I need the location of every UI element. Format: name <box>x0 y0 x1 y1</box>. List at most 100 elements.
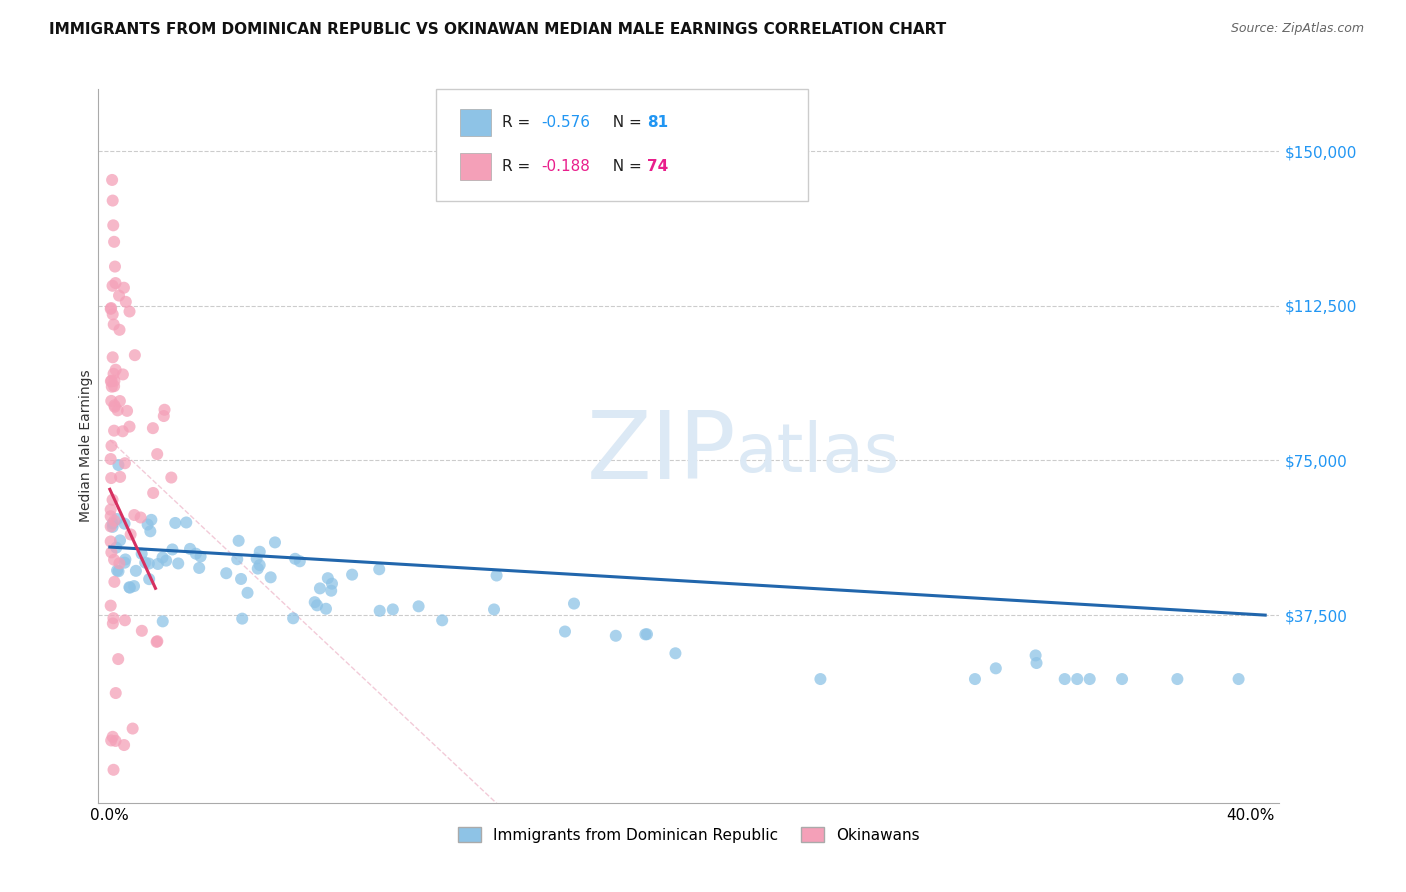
Point <box>107 458 129 472</box>
Point <box>284 551 307 566</box>
Point <box>152 550 174 565</box>
Point <box>100 502 122 516</box>
Point <box>104 362 127 376</box>
Point <box>315 601 337 615</box>
Point <box>141 513 163 527</box>
Point <box>104 276 127 290</box>
Point <box>103 318 125 332</box>
Point <box>100 301 122 315</box>
Point <box>103 763 125 777</box>
Point <box>100 374 122 388</box>
Point <box>118 580 141 594</box>
Point <box>118 581 141 595</box>
Point <box>101 379 124 393</box>
Point <box>100 374 122 388</box>
Point <box>482 602 505 616</box>
Point <box>103 553 125 567</box>
Text: 81: 81 <box>647 115 668 129</box>
Point <box>664 646 686 660</box>
Point <box>124 508 146 522</box>
Point <box>153 402 176 417</box>
Y-axis label: Median Male Earnings: Median Male Earnings <box>79 369 93 523</box>
Legend: Immigrants from Dominican Republic, Okinawans: Immigrants from Dominican Republic, Okin… <box>451 821 927 848</box>
Point <box>114 556 136 570</box>
Point <box>226 552 249 566</box>
Point <box>146 557 169 571</box>
Point <box>305 599 328 613</box>
Text: -0.188: -0.188 <box>541 160 591 174</box>
Point <box>131 624 153 638</box>
Point <box>316 571 339 585</box>
Point <box>381 602 404 616</box>
Point <box>111 368 134 382</box>
Point <box>114 456 136 470</box>
Point <box>432 613 454 627</box>
Point <box>984 661 1007 675</box>
Point <box>100 733 122 747</box>
Point <box>129 510 152 524</box>
Text: Source: ZipAtlas.com: Source: ZipAtlas.com <box>1230 22 1364 36</box>
Point <box>1025 648 1047 663</box>
Point <box>165 516 187 530</box>
Point <box>167 557 190 571</box>
Point <box>136 517 159 532</box>
Point <box>112 738 135 752</box>
Point <box>103 398 125 412</box>
Point <box>138 557 160 571</box>
Point <box>122 579 145 593</box>
Point <box>100 452 122 467</box>
Point <box>100 509 122 524</box>
Point <box>174 516 197 530</box>
Point <box>101 307 124 321</box>
Point <box>142 421 165 435</box>
Point <box>152 409 174 423</box>
Point <box>304 595 326 609</box>
Point <box>103 219 125 233</box>
Point <box>107 403 129 417</box>
Point <box>160 470 183 484</box>
Point <box>100 471 122 485</box>
Point <box>605 629 627 643</box>
Point <box>288 554 311 568</box>
Point <box>103 374 125 388</box>
Point <box>100 393 122 408</box>
Text: -0.576: -0.576 <box>541 115 591 129</box>
Point <box>105 564 128 578</box>
Point <box>101 730 124 744</box>
Point <box>184 547 207 561</box>
Point <box>1053 672 1076 686</box>
Point <box>281 611 304 625</box>
Point <box>190 549 212 564</box>
Point <box>562 597 585 611</box>
Point <box>103 611 125 625</box>
Point <box>114 552 136 566</box>
Point <box>246 561 269 575</box>
Point <box>139 524 162 539</box>
Point <box>321 576 343 591</box>
Point <box>100 534 122 549</box>
Point <box>146 447 169 461</box>
Point <box>485 568 508 582</box>
Point <box>108 470 131 484</box>
Point <box>142 486 165 500</box>
Point <box>188 561 211 575</box>
Point <box>124 348 146 362</box>
Point <box>1227 672 1250 686</box>
Point <box>103 424 125 438</box>
Point <box>1166 672 1188 686</box>
Point <box>134 556 156 570</box>
Point <box>118 304 141 318</box>
Point <box>103 235 125 249</box>
Point <box>114 613 136 627</box>
Point <box>408 599 430 614</box>
Text: R =: R = <box>502 160 536 174</box>
Point <box>111 424 134 438</box>
Point <box>104 400 127 414</box>
Point <box>103 574 125 589</box>
Point <box>118 419 141 434</box>
Point <box>114 294 136 309</box>
Point <box>215 566 238 581</box>
Point <box>1025 656 1047 670</box>
Point <box>145 635 167 649</box>
Point <box>810 672 832 686</box>
